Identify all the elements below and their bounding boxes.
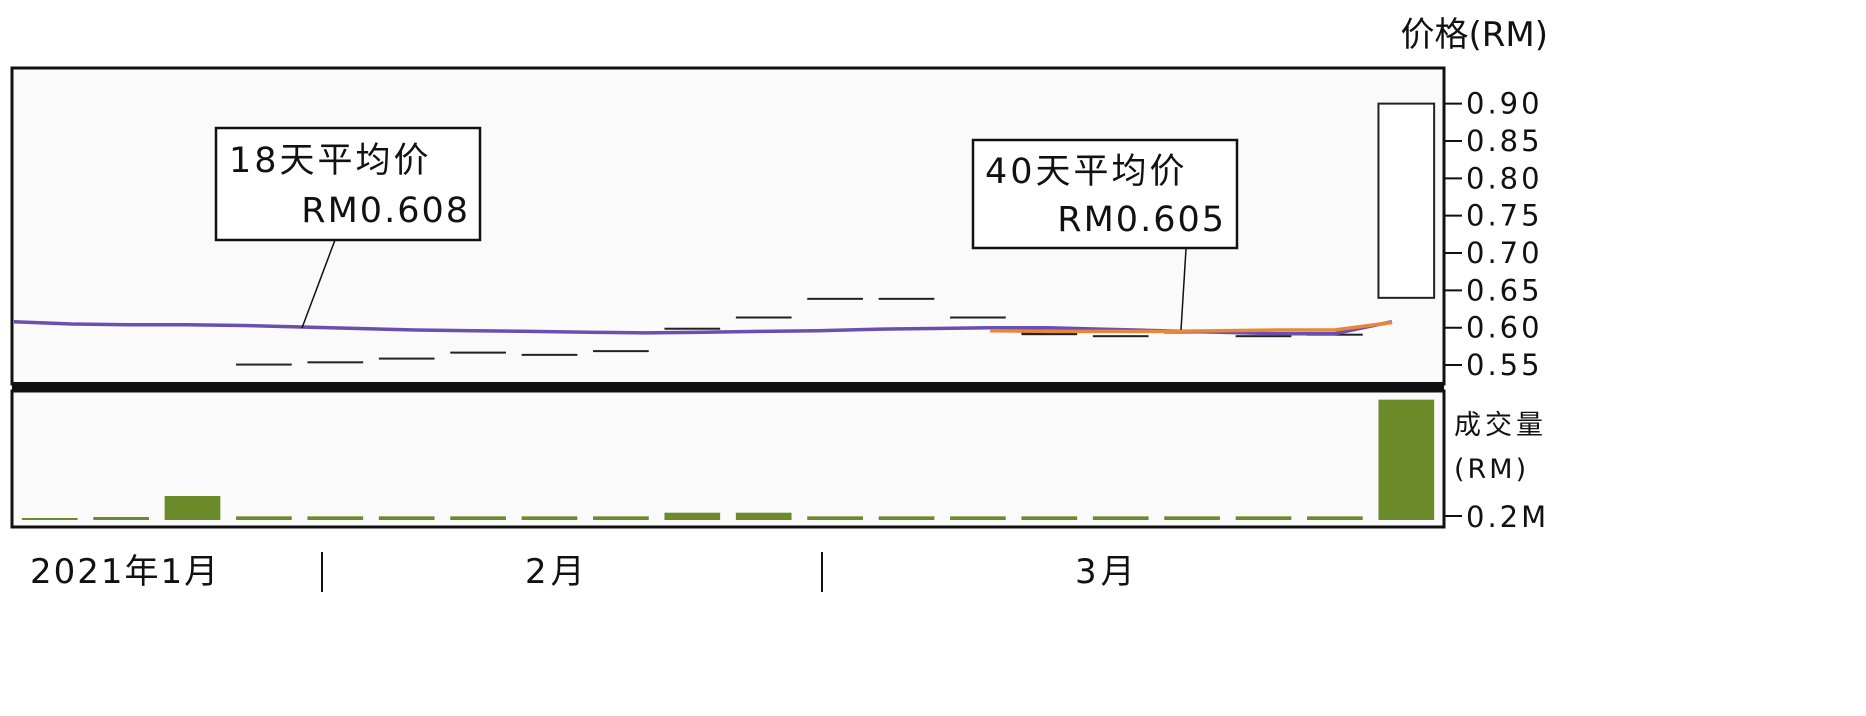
moving-average-lines (13, 319, 1393, 336)
candle (1235, 335, 1292, 338)
volume-bar (307, 516, 364, 520)
annotation-ma40-value: RM0.605 (1057, 200, 1226, 240)
volume-tick-label: 0.2M (1466, 500, 1549, 534)
volume-bar (378, 516, 435, 520)
volume-bar (1164, 516, 1220, 520)
price-tick-label: 0.65 (1466, 273, 1543, 307)
volume-panel (10, 389, 1446, 529)
volume-axis-label: 成交量 (1454, 410, 1547, 441)
candle (378, 357, 435, 360)
candle (1092, 335, 1149, 338)
candle (878, 297, 935, 300)
price-tick-label: 0.60 (1466, 311, 1543, 345)
volume-bar (521, 516, 578, 520)
price-tick-label: 0.80 (1466, 161, 1543, 195)
annotation-ma18-value: RM0.608 (301, 191, 470, 231)
volume-bar (164, 496, 221, 520)
volume-bar (1092, 516, 1149, 520)
price-tick-label: 0.90 (1466, 87, 1543, 121)
candle (593, 350, 649, 353)
annotation-ma18: 18天平均价 RM0.608 (214, 126, 482, 329)
annotation-box (214, 126, 482, 242)
price-axis-ticks: 0.900.850.80 0.750.700.65 0.600.55 (1444, 87, 1543, 382)
annotation-ma40: 40天平均价 RM0.605 (971, 138, 1239, 331)
volume-bar (878, 516, 935, 520)
annotation-ma18-title: 18天平均价 (229, 141, 432, 181)
candle (521, 353, 578, 356)
volume-bar (664, 512, 721, 520)
volume-bar (21, 518, 78, 520)
volume-bar (1378, 399, 1435, 520)
annotation-leader-line (301, 239, 336, 329)
volume-bars-layer (21, 399, 1435, 520)
volume-bar (1235, 516, 1292, 520)
volume-bar (950, 516, 1006, 520)
volume-bar (450, 516, 506, 520)
price-tick-label: 0.70 (1466, 236, 1543, 270)
panel-separator (12, 382, 1444, 391)
candles-layer (236, 102, 1436, 366)
x-label-feb: 2月 (525, 552, 589, 592)
price-tick-label: 0.85 (1466, 124, 1543, 158)
annotation-leader-line (1180, 248, 1187, 331)
volume-bar (807, 516, 863, 520)
volume-bar (1307, 516, 1363, 520)
price-tick-label: 0.75 (1466, 199, 1543, 233)
volume-bar (93, 517, 149, 520)
volume-bar (236, 516, 292, 520)
candle (307, 361, 364, 364)
price-tick-label: 0.55 (1466, 348, 1543, 382)
x-label-mar: 3月 (1075, 552, 1139, 592)
candle (1021, 331, 1078, 336)
candle (236, 363, 292, 366)
volume-axis-unit: (RM) (1454, 454, 1529, 485)
candle (807, 297, 863, 300)
candle (1377, 102, 1436, 299)
price-axis-label: 价格(RM) (1401, 15, 1549, 55)
volume-bar (735, 512, 792, 520)
candle (664, 327, 721, 330)
candle (735, 316, 792, 319)
x-label-jan: 2021年1月 (30, 552, 220, 592)
candle (950, 316, 1006, 319)
volume-bar (1021, 516, 1078, 520)
moving-average-line (990, 320, 1393, 334)
annotation-ma40-title: 40天平均价 (985, 152, 1188, 192)
volume-bar (593, 516, 649, 520)
candle (450, 351, 506, 354)
annotation-box (971, 138, 1239, 250)
